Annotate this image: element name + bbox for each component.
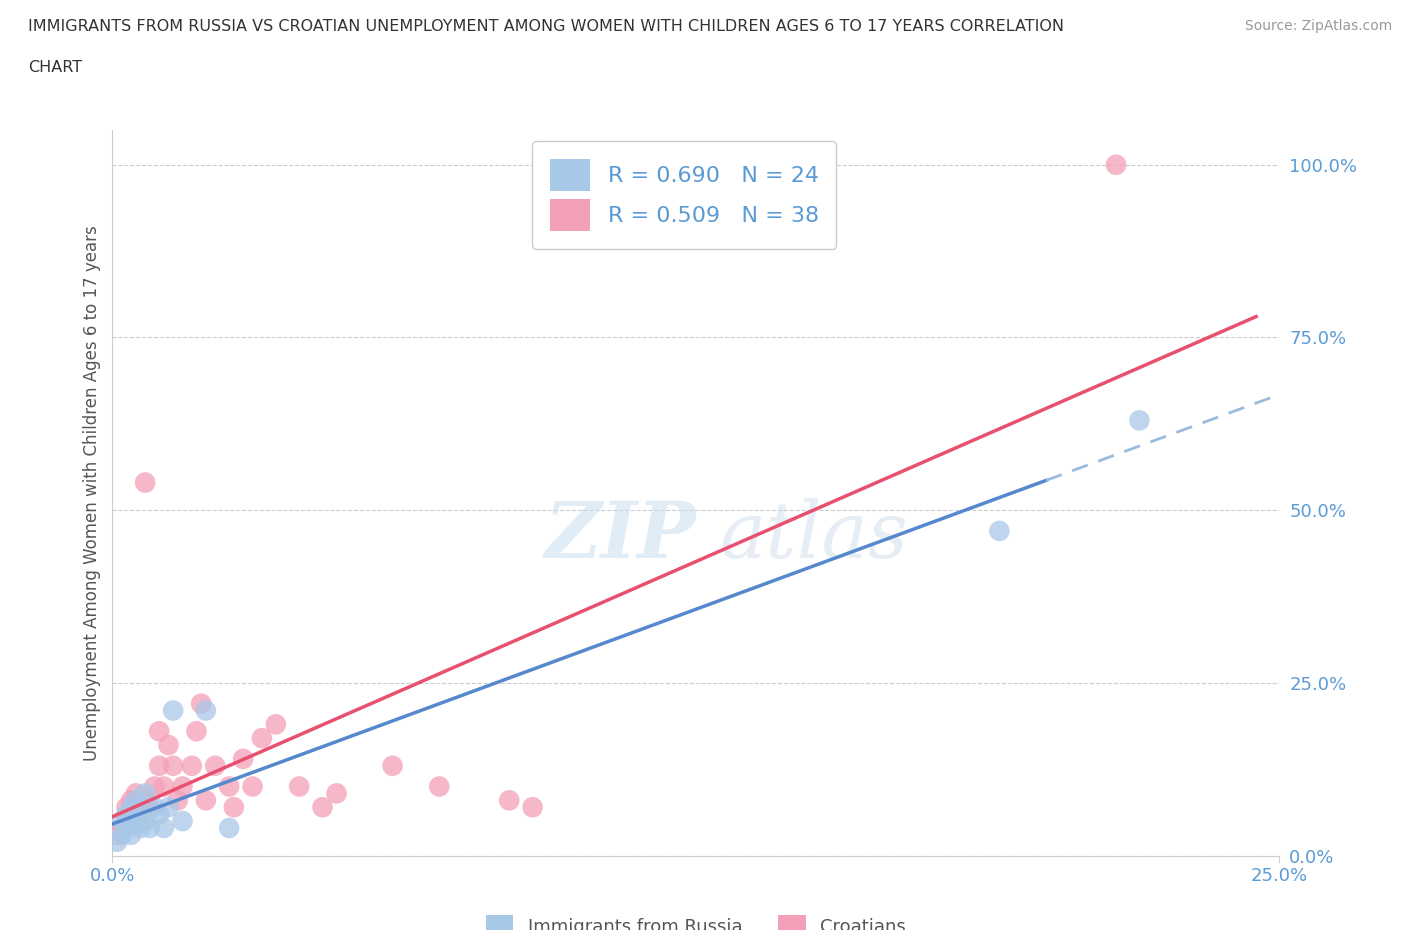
Point [204,758,226,773]
Point [134,786,156,801]
Text: Source: ZipAtlas.com: Source: ZipAtlas.com [1244,19,1392,33]
Point [1105,157,1128,172]
Point [120,828,142,843]
Legend: Immigrants from Russia, Croatians: Immigrants from Russia, Croatians [479,909,912,930]
Point [988,524,1011,538]
Point [129,820,152,835]
Point [153,820,176,835]
Point [162,758,184,773]
Y-axis label: Unemployment Among Women with Children Ages 6 to 17 years: Unemployment Among Women with Children A… [83,225,101,761]
Point [115,800,138,815]
Point [139,800,162,815]
Text: IMMIGRANTS FROM RUSSIA VS CROATIAN UNEMPLOYMENT AMONG WOMEN WITH CHILDREN AGES 6: IMMIGRANTS FROM RUSSIA VS CROATIAN UNEMP… [28,19,1064,33]
Point [105,828,128,843]
Point [143,779,166,794]
Point [498,793,520,808]
Text: CHART: CHART [28,60,82,75]
Point [166,793,188,808]
Point [242,779,264,794]
Point [180,758,202,773]
Point [148,758,170,773]
Point [218,779,240,794]
Point [153,779,176,794]
Point [120,793,142,808]
Point [218,820,240,835]
Point [120,800,142,815]
Point [172,814,194,829]
Point [325,786,347,801]
Point [157,800,180,815]
Point [129,806,152,821]
Point [522,800,544,815]
Point [125,814,148,829]
Point [194,703,217,718]
Text: ZIP: ZIP [544,498,696,575]
Point [111,828,134,843]
Point [232,751,254,766]
Point [125,793,148,808]
Point [264,717,287,732]
Text: atlas: atlas [720,498,908,575]
Point [172,779,194,794]
Point [190,697,212,711]
Point [222,800,245,815]
Point [194,793,217,808]
Point [111,820,134,835]
Point [134,793,156,808]
Point [115,806,138,821]
Point [134,475,156,490]
Point [134,814,156,829]
Point [427,779,450,794]
Point [311,800,333,815]
Point [148,806,170,821]
Point [1128,413,1150,428]
Point [143,800,166,815]
Point [186,724,208,738]
Point [157,737,180,752]
Point [148,724,170,738]
Point [288,779,311,794]
Point [250,731,273,746]
Point [162,703,184,718]
Point [111,814,134,829]
Point [125,786,148,801]
Point [105,834,128,849]
Point [381,758,404,773]
Point [120,806,142,821]
Point [129,806,152,821]
Point [139,820,162,835]
Point [115,820,138,835]
Point [115,814,138,829]
